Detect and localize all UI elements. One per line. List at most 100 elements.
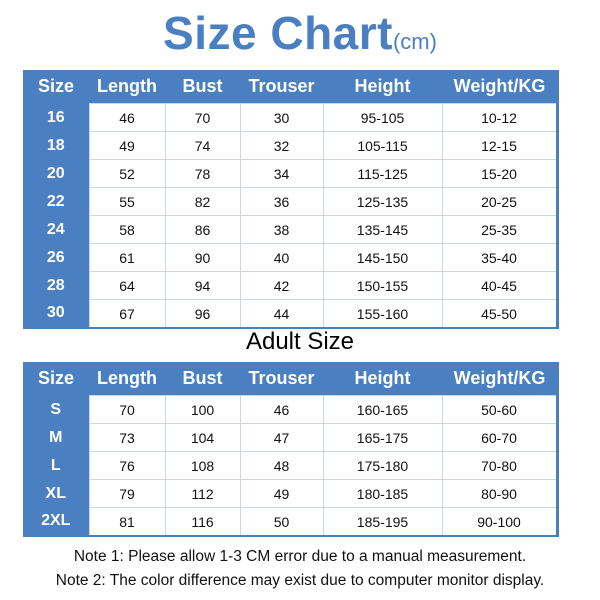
- table-row: 26 61 90 40 145-150 35-40: [23, 243, 559, 272]
- table-cell: 100: [164, 395, 241, 424]
- table-cell: 64: [88, 271, 166, 300]
- size-cell: 16: [23, 103, 89, 132]
- title-main: Size Chart: [163, 7, 393, 59]
- column-header: Height: [354, 76, 411, 96]
- page-title: Size Chart(cm): [0, 6, 600, 60]
- note-2: Note 2: The color difference may exist d…: [55, 572, 545, 589]
- table-cell: 150-155: [322, 271, 443, 300]
- column-header: Size: [37, 368, 75, 389]
- table-cell: 160-165: [322, 395, 443, 424]
- table-row: M 73 104 47 165-175 60-70: [23, 423, 559, 452]
- table-cell: 180-185: [322, 479, 443, 508]
- header-row: Size Length Bust Trouser Height Weight/KG: [23, 362, 557, 396]
- note-1: Note 1: Please allow 1-3 CM error due to…: [73, 548, 527, 565]
- table-cell: 30: [239, 103, 324, 132]
- kids-size-table: Size Length Bust Trouser Height Weight/KG 16 4…: [23, 70, 559, 329]
- table-cell: 112: [164, 479, 241, 508]
- table-cell: 32: [239, 131, 324, 160]
- table-cell: 25-35: [441, 215, 559, 244]
- table-cell: 49: [88, 131, 166, 160]
- table-cell: 40-45: [441, 271, 559, 300]
- table-row: 20 52 78 34 115-125 15-20: [23, 159, 559, 188]
- size-cell: 2XL: [23, 507, 89, 537]
- table-cell: 46: [88, 103, 166, 132]
- table-cell: 155-160: [322, 299, 443, 329]
- table-cell: 58: [88, 215, 166, 244]
- adult-size-table: Size Length Bust Trouser Height Weight/KG S 70…: [23, 362, 559, 537]
- column-header: Height: [354, 368, 411, 388]
- table-cell: 12-15: [441, 131, 559, 160]
- size-cell: 30: [23, 299, 89, 329]
- table-cell: 90-100: [441, 507, 559, 537]
- size-cell: 18: [23, 131, 89, 160]
- table-cell: 82: [164, 187, 241, 216]
- table-cell: 108: [164, 451, 241, 480]
- kids-rows: 16 46 70 30 95-105 10-12 18 49 74 32 105-115 12-15 2…: [23, 103, 559, 329]
- title-unit: (cm): [392, 29, 437, 54]
- table-cell: 86: [164, 215, 241, 244]
- table-cell: 55: [88, 187, 166, 216]
- table-cell: 70: [88, 395, 166, 424]
- table-cell: 80-90: [441, 479, 559, 508]
- table-cell: 15-20: [441, 159, 559, 188]
- table-row: 24 58 86 38 135-145 25-35: [23, 215, 559, 244]
- table-cell: 50: [239, 507, 324, 537]
- column-header: Trouser: [248, 368, 315, 388]
- table-cell: 90: [164, 243, 241, 272]
- table-cell: 78: [164, 159, 241, 188]
- table-cell: 95-105: [322, 103, 443, 132]
- column-header: Bust: [182, 368, 223, 388]
- table-cell: 145-150: [322, 243, 443, 272]
- table-cell: 40: [239, 243, 324, 272]
- table-row: XL 79 112 49 180-185 80-90: [23, 479, 559, 508]
- table-cell: 61: [88, 243, 166, 272]
- header-row: Size Length Bust Trouser Height Weight/KG: [23, 70, 557, 104]
- size-cell: 24: [23, 215, 89, 244]
- table-cell: 125-135: [322, 187, 443, 216]
- size-cell: S: [23, 395, 89, 424]
- table-cell: 96: [164, 299, 241, 329]
- size-cell: XL: [23, 479, 89, 508]
- table-row: 18 49 74 32 105-115 12-15: [23, 131, 559, 160]
- table-cell: 165-175: [322, 423, 443, 452]
- column-header: Length: [97, 76, 157, 96]
- table-cell: 49: [239, 479, 324, 508]
- table-cell: 20-25: [441, 187, 559, 216]
- table-cell: 44: [239, 299, 324, 329]
- column-header: Weight/KG: [453, 76, 546, 96]
- column-header: Length: [97, 368, 157, 388]
- table-row: 22 55 82 36 125-135 20-25: [23, 187, 559, 216]
- column-header: Weight/KG: [453, 368, 546, 388]
- table-cell: 74: [164, 131, 241, 160]
- table-cell: 81: [88, 507, 166, 537]
- table-cell: 42: [239, 271, 324, 300]
- size-cell: 28: [23, 271, 89, 300]
- table-cell: 175-180: [322, 451, 443, 480]
- table-cell: 115-125: [322, 159, 443, 188]
- table-cell: 79: [88, 479, 166, 508]
- table-cell: 45-50: [441, 299, 559, 329]
- table-row: L 76 108 48 175-180 70-80: [23, 451, 559, 480]
- column-header: Size: [37, 76, 75, 97]
- adult-size-heading: Adult Size: [245, 328, 355, 355]
- table-cell: 50-60: [441, 395, 559, 424]
- size-cell: L: [23, 451, 89, 480]
- table-cell: 105-115: [322, 131, 443, 160]
- table-row: 16 46 70 30 95-105 10-12: [23, 103, 559, 132]
- table-cell: 52: [88, 159, 166, 188]
- table-cell: 46: [239, 395, 324, 424]
- size-cell: M: [23, 423, 89, 452]
- column-header: Trouser: [248, 76, 315, 96]
- table-cell: 35-40: [441, 243, 559, 272]
- table-cell: 104: [164, 423, 241, 452]
- size-cell: 26: [23, 243, 89, 272]
- table-cell: 70-80: [441, 451, 559, 480]
- table-cell: 47: [239, 423, 324, 452]
- table-cell: 34: [239, 159, 324, 188]
- table-cell: 70: [164, 103, 241, 132]
- table-cell: 10-12: [441, 103, 559, 132]
- adult-rows: S 70 100 46 160-165 50-60 M 73 104 47 165-175 60-70…: [23, 395, 559, 537]
- table-row: 30 67 96 44 155-160 45-50: [23, 299, 559, 329]
- table-cell: 76: [88, 451, 166, 480]
- size-cell: 22: [23, 187, 89, 216]
